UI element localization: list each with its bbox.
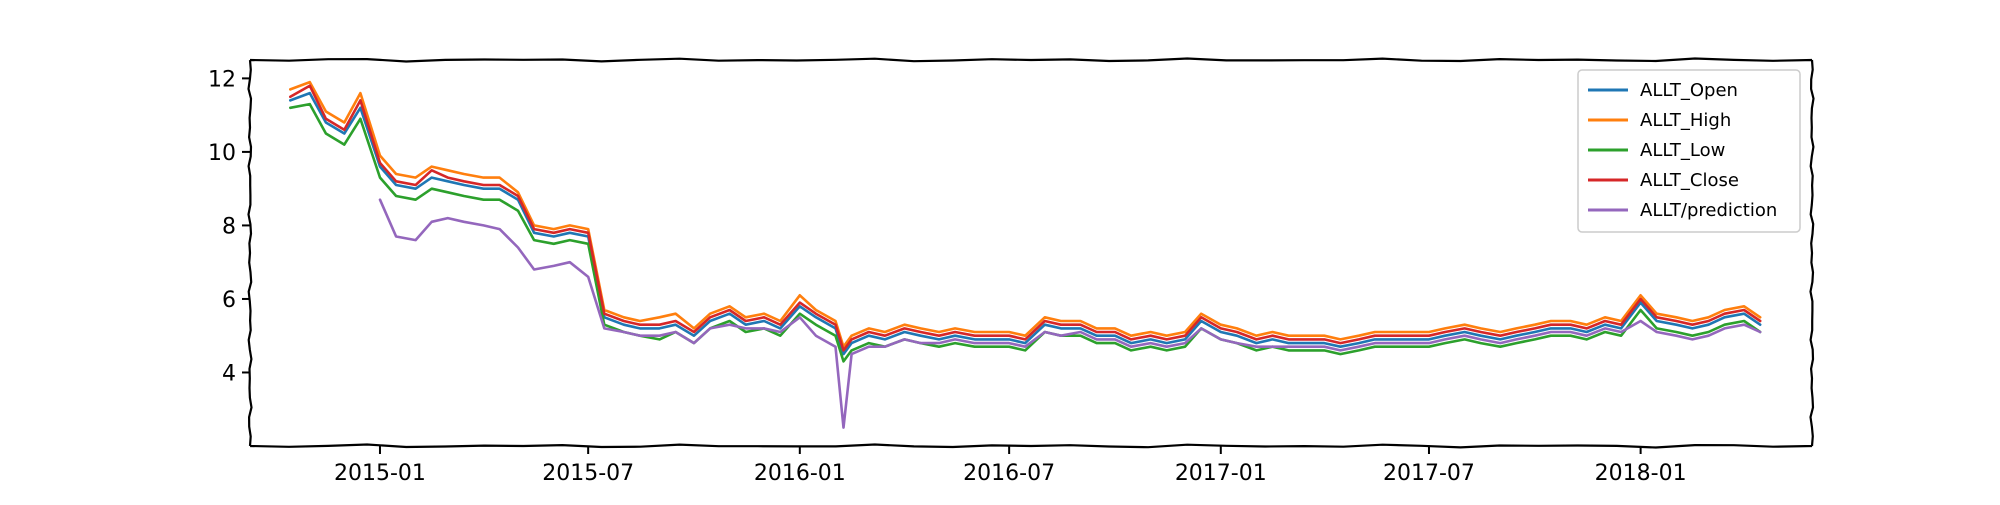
- x-tick-label: 2015-07: [542, 461, 634, 486]
- legend-label: ALLT_Low: [1640, 140, 1725, 161]
- legend-label: ALLT_Open: [1640, 80, 1738, 101]
- y-tick-label: 6: [222, 288, 236, 313]
- series-line-3: [289, 84, 1762, 352]
- y-tick-label: 4: [222, 361, 236, 386]
- legend-label: ALLT_High: [1640, 110, 1731, 131]
- series-line-2: [289, 102, 1762, 363]
- x-tick-label: 2018-01: [1595, 461, 1687, 486]
- y-tick-label: 8: [222, 214, 236, 239]
- series-layer: [289, 80, 1762, 429]
- legend-box: [1577, 69, 1801, 233]
- axis-layer: 2015-01 2015-07 2016-01 2016-07 2017-01 2017-…: [208, 67, 1687, 486]
- plot-frame: [247, 57, 1815, 449]
- x-tick-label: 2017-07: [1383, 461, 1475, 486]
- series-line-1: [289, 80, 1762, 348]
- x-tick-label: 2016-01: [754, 461, 846, 486]
- x-tick-label: 2017-01: [1175, 461, 1267, 486]
- legend-label: ALLT/prediction: [1640, 200, 1777, 221]
- x-tick-label: 2015-01: [334, 461, 426, 486]
- y-tick-label: 10: [208, 141, 236, 166]
- series-line-0: [289, 91, 1762, 356]
- legend: ALLT_Open ALLT_High ALLT_Low ALLT_Close ALLT…: [1577, 69, 1801, 233]
- y-tick-label: 12: [208, 67, 236, 92]
- series-line-4: [378, 198, 1762, 429]
- x-tick-label: 2016-07: [963, 461, 1055, 486]
- legend-label: ALLT_Close: [1640, 170, 1739, 191]
